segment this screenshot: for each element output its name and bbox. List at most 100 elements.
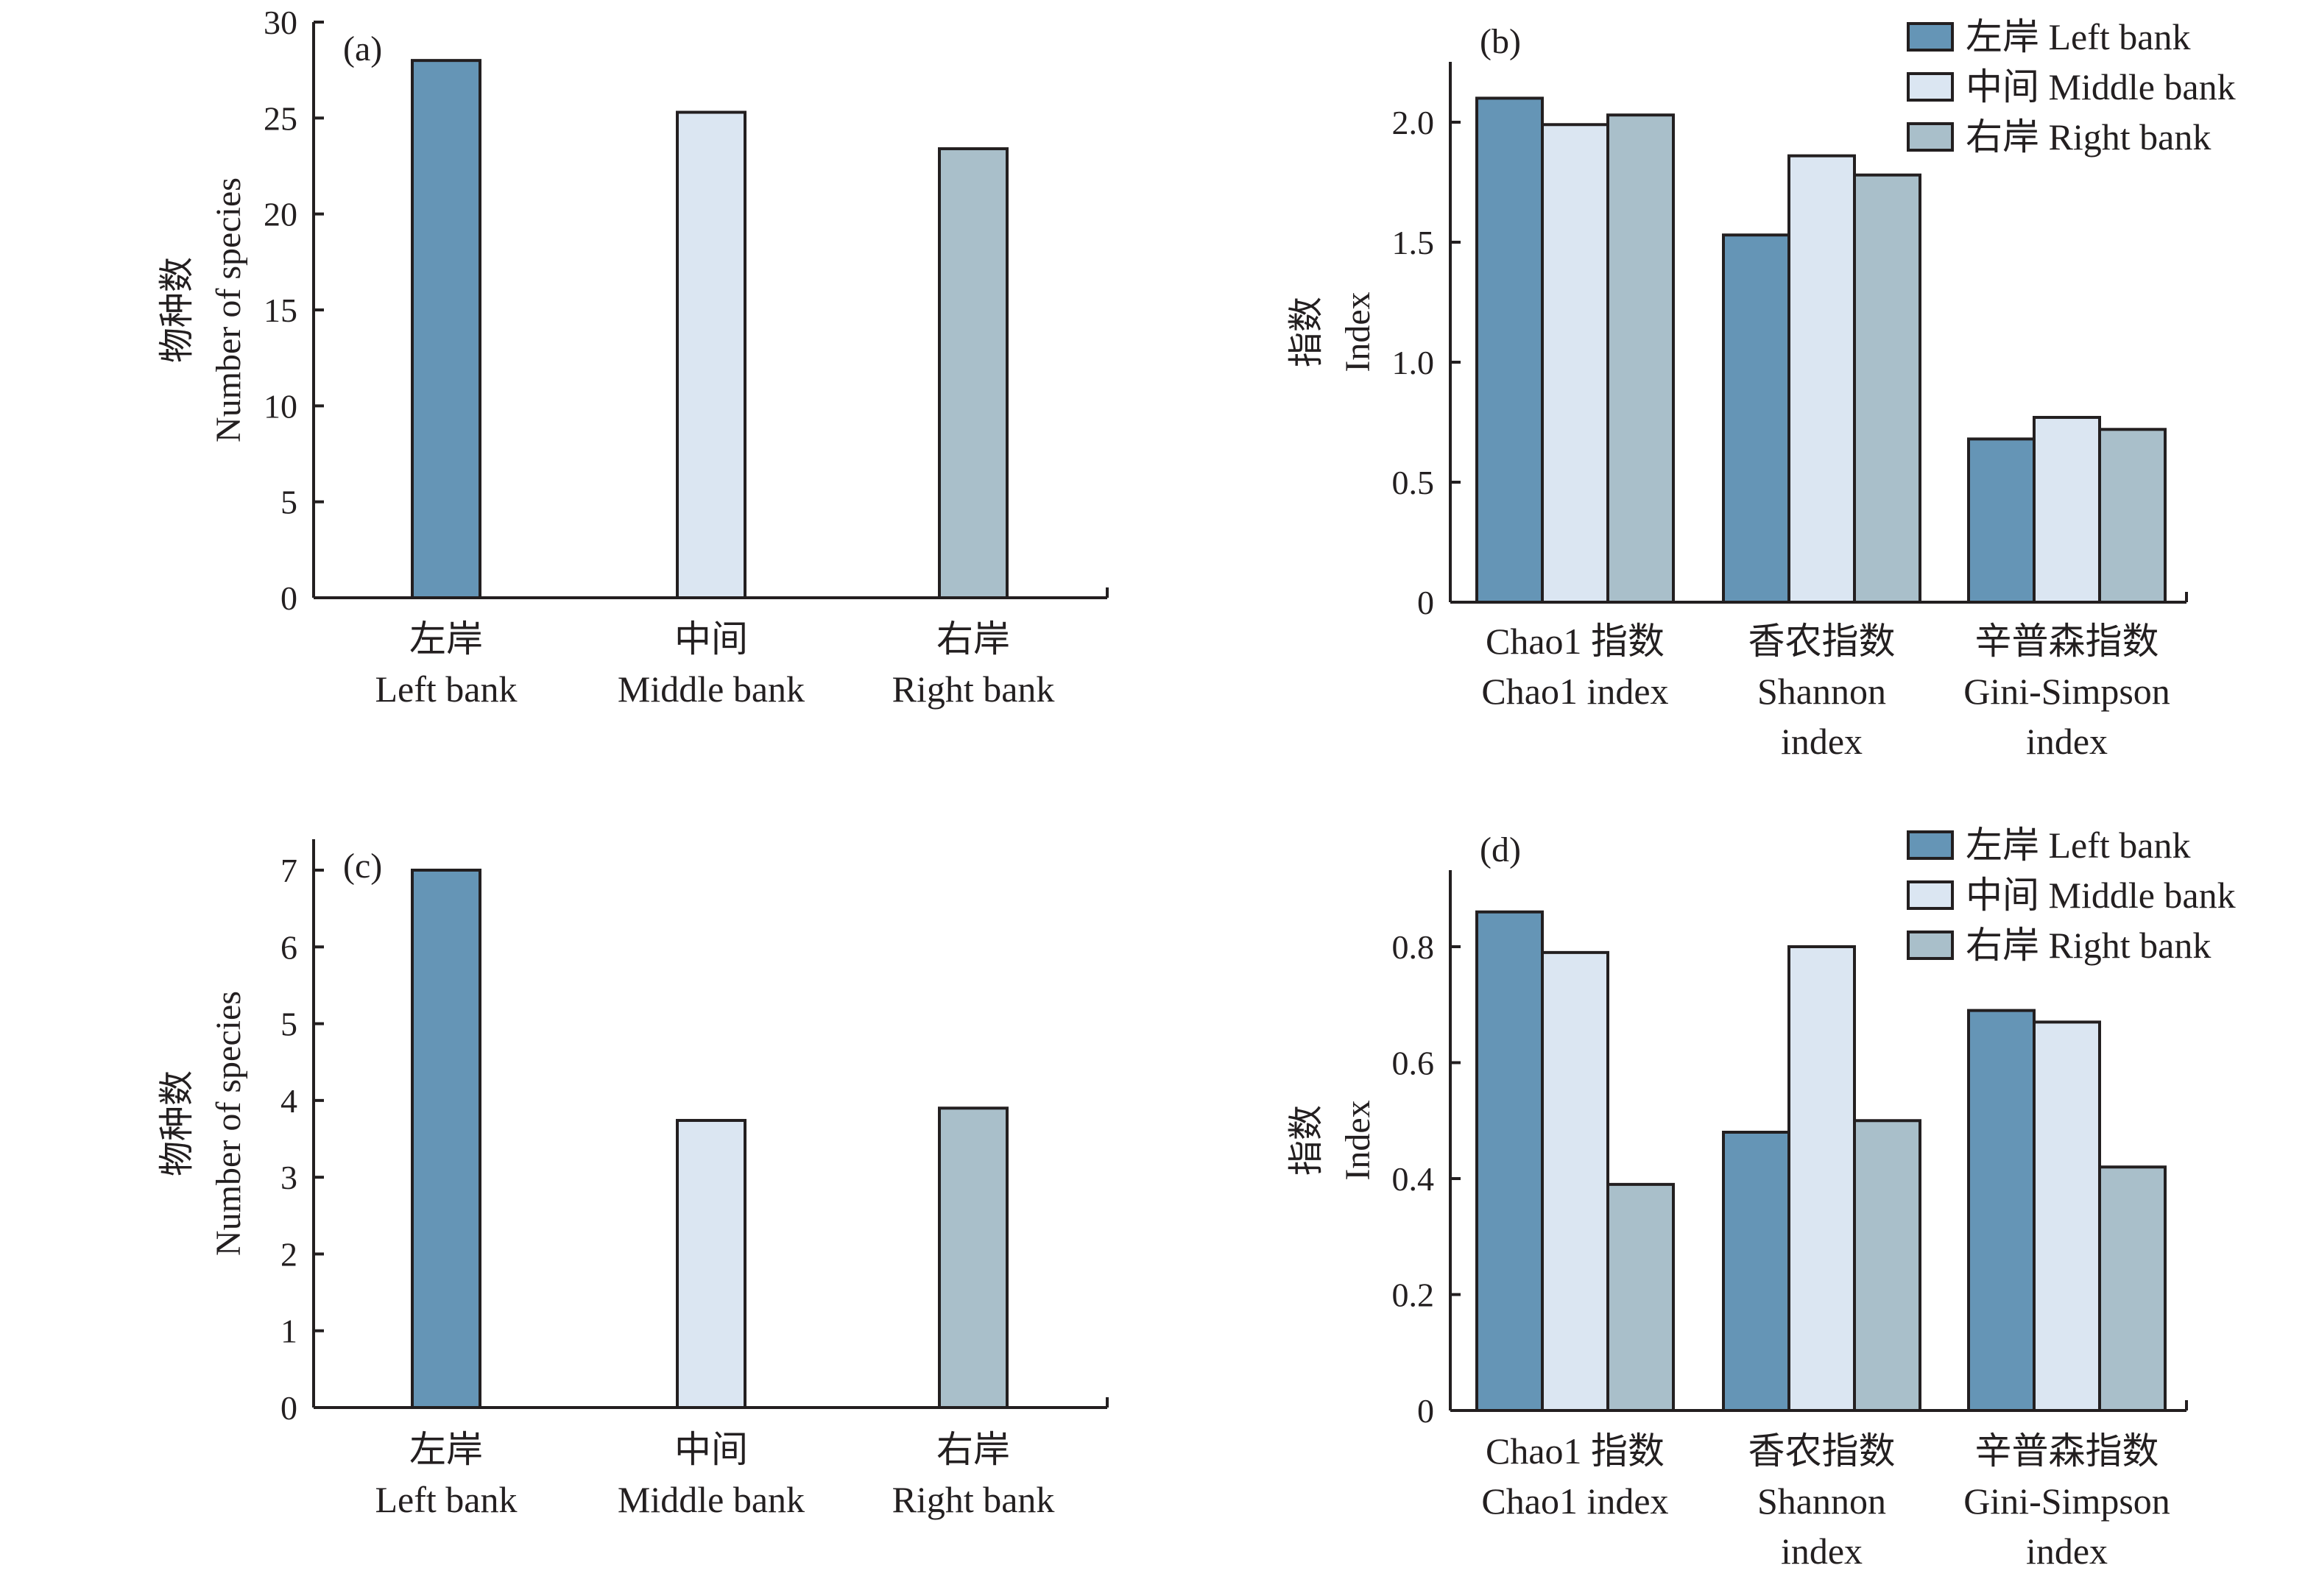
x-category-label-zh: 左岸 bbox=[409, 618, 483, 660]
x-category-label: 右岸 Right bank bbox=[892, 618, 1055, 710]
bar-middle-bank bbox=[1541, 950, 1609, 1412]
x-category-label-zh: 香农指数 bbox=[1748, 621, 1896, 662]
x-category-label-en: index bbox=[1781, 1530, 1863, 1572]
y-tick-label: 0.2 bbox=[1392, 1277, 1435, 1314]
y-tick-label: 0.4 bbox=[1392, 1160, 1435, 1198]
y-tick-label: 5 bbox=[280, 1006, 297, 1043]
bar-left-bank bbox=[1967, 437, 2036, 604]
bar-left-bank bbox=[1722, 1131, 1790, 1412]
x-category-label: 左岸 Left bank bbox=[375, 618, 518, 710]
y-axis-title: 物种数 Number of species bbox=[158, 177, 248, 442]
y-axis-title-en: Index bbox=[1338, 292, 1377, 372]
y-tick-label: 1.5 bbox=[1392, 224, 1435, 261]
bar-left-bank bbox=[1475, 96, 1544, 604]
y-tick-label: 0 bbox=[1417, 1392, 1434, 1430]
legend-item: 右岸 Right bank bbox=[1907, 116, 2211, 158]
legend-label: 中间 Middle bank bbox=[1966, 875, 2236, 916]
x-category-label-en: Chao1 index bbox=[1481, 1480, 1668, 1522]
bar-middle-bank bbox=[2033, 1020, 2101, 1412]
x-category-label-en: Shannon bbox=[1757, 1480, 1886, 1522]
y-tick-label: 0.5 bbox=[1392, 464, 1435, 501]
y-axis-title-en: Number of species bbox=[209, 991, 248, 1256]
bar-right-bank bbox=[1606, 113, 1675, 604]
panel-a-species-count: 0 5 10 15 20 25 30 物种数 Number of species (a) 左岸 Lef… bbox=[158, 4, 1109, 710]
x-category-label-en: index bbox=[2026, 1530, 2108, 1572]
legend-label: 中间 Middle bank bbox=[1966, 66, 2236, 107]
legend-item: 中间 Middle bank bbox=[1907, 875, 2236, 916]
y-axis-title: 指数 Index bbox=[1287, 1100, 1377, 1180]
x-category-label-zh: 中间 bbox=[674, 1429, 748, 1470]
legend-swatch bbox=[1907, 22, 1954, 52]
y-axis-title-zh: 物种数 bbox=[158, 1070, 197, 1176]
x-category-label-en: Middle bank bbox=[618, 1479, 805, 1520]
x-category-label: Chao1 指数 Chao1 index bbox=[1481, 1430, 1668, 1522]
legend-label: 左岸 Left bank bbox=[1966, 16, 2190, 57]
y-tick-label: 0.6 bbox=[1392, 1045, 1435, 1082]
bar-middle-bank bbox=[676, 110, 746, 600]
y-tick-label: 0 bbox=[280, 579, 297, 617]
bar-right-bank bbox=[938, 1106, 1009, 1410]
x-category-label: 辛普森指数 Gini-Simpson index bbox=[1963, 1430, 2170, 1572]
x-category-label: 中间 Middle bank bbox=[618, 1429, 805, 1520]
y-axis-title-zh: 物种数 bbox=[158, 257, 197, 363]
panel-b-diversity-index: 0 0.5 1.0 1.5 2.0 指数 Index (b) Chao1 指数 Chao1 ind… bbox=[1287, 16, 2236, 762]
x-category-label-en: Right bank bbox=[892, 1479, 1055, 1520]
x-category-label-en: index bbox=[1781, 721, 1863, 762]
y-tick-label: 1.0 bbox=[1392, 344, 1435, 381]
x-category-label-en: Left bank bbox=[375, 668, 518, 710]
x-category-label-zh: 右岸 bbox=[936, 618, 1010, 660]
legend-item: 中间 Middle bank bbox=[1907, 66, 2236, 107]
y-tick-label: 3 bbox=[280, 1159, 297, 1196]
x-category-label: 中间 Middle bank bbox=[618, 618, 805, 710]
bar-right-bank bbox=[938, 147, 1009, 600]
bar-left-bank bbox=[411, 59, 481, 599]
bar-middle-bank bbox=[2033, 415, 2101, 604]
y-tick-label: 25 bbox=[264, 99, 297, 137]
y-axis-title-zh: 指数 bbox=[1287, 1105, 1326, 1176]
legend-swatch bbox=[1907, 931, 1954, 960]
bar-middle-bank bbox=[1787, 945, 1856, 1412]
legend-label: 左岸 Left bank bbox=[1966, 825, 2190, 866]
panel-label: (d) bbox=[1480, 830, 1521, 869]
bar-left-bank bbox=[1475, 910, 1544, 1412]
bar-left-bank bbox=[411, 869, 481, 1409]
legend-swatch bbox=[1907, 830, 1954, 860]
bar-right-bank bbox=[2098, 1165, 2167, 1412]
y-tick-label: 15 bbox=[264, 292, 297, 329]
panel-label: (c) bbox=[343, 847, 382, 886]
panel-label: (a) bbox=[343, 29, 382, 68]
x-category-label-en: Chao1 index bbox=[1481, 671, 1668, 712]
x-category-label-en: Left bank bbox=[375, 1479, 518, 1520]
x-category-label-en: Gini-Simpson bbox=[1963, 1480, 2170, 1522]
x-category-label: Chao1 指数 Chao1 index bbox=[1481, 621, 1668, 712]
y-tick-label: 4 bbox=[280, 1082, 297, 1120]
legend: 左岸 Left bank 中间 Middle bank 右岸 Right bank bbox=[1907, 825, 2236, 966]
bar-middle-bank bbox=[1787, 154, 1856, 604]
x-category-label-zh: 辛普森指数 bbox=[1975, 621, 2159, 662]
y-tick-label: 2.0 bbox=[1392, 104, 1435, 141]
bar-middle-bank bbox=[676, 1118, 746, 1409]
x-category-label-en: Gini-Simpson bbox=[1963, 671, 2170, 712]
legend-item: 右岸 Right bank bbox=[1907, 925, 2211, 966]
bar-right-bank bbox=[1606, 1182, 1675, 1412]
legend-swatch bbox=[1907, 122, 1954, 152]
legend-label: 右岸 Right bank bbox=[1966, 925, 2211, 966]
y-tick-label: 0 bbox=[1417, 584, 1434, 621]
x-category-label-zh: Chao1 指数 bbox=[1486, 1430, 1665, 1472]
y-axis-title-en: Number of species bbox=[209, 177, 248, 442]
legend-swatch bbox=[1907, 72, 1954, 102]
x-category-label-en: Shannon bbox=[1757, 671, 1886, 712]
bar-middle-bank bbox=[1541, 123, 1609, 604]
x-category-label-zh: 右岸 bbox=[936, 1429, 1010, 1470]
y-tick-label: 2 bbox=[280, 1235, 297, 1273]
x-category-label-en: index bbox=[2026, 721, 2108, 762]
x-category-label: 左岸 Left bank bbox=[375, 1429, 518, 1520]
x-category-label-en: Middle bank bbox=[618, 668, 805, 710]
y-tick-label: 6 bbox=[280, 928, 297, 966]
y-axis-title-en: Index bbox=[1338, 1100, 1377, 1180]
x-category-label: 香农指数 Shannon index bbox=[1748, 621, 1896, 762]
y-axis-title-zh: 指数 bbox=[1287, 297, 1326, 367]
legend-swatch bbox=[1907, 880, 1954, 910]
legend-item: 左岸 Left bank bbox=[1907, 16, 2190, 57]
